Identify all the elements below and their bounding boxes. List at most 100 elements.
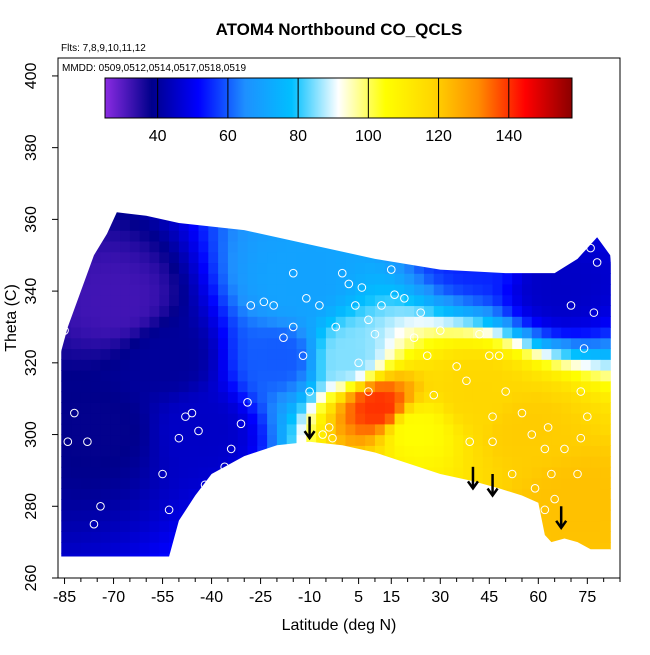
heatmap-cell bbox=[521, 488, 533, 500]
heatmap-cell bbox=[149, 316, 160, 328]
heatmap-cell bbox=[600, 391, 611, 403]
heatmap-cell bbox=[502, 423, 513, 436]
heatmap-cell bbox=[296, 423, 307, 436]
heatmap-cell bbox=[443, 305, 454, 317]
heatmap-cell bbox=[218, 316, 229, 328]
heatmap-cell bbox=[600, 370, 611, 382]
heatmap-cell bbox=[276, 305, 288, 317]
heatmap-cell bbox=[120, 219, 131, 231]
heatmap-cell bbox=[423, 359, 435, 371]
sample-point bbox=[540, 505, 550, 515]
sample-point bbox=[315, 301, 324, 310]
heatmap-cell bbox=[129, 251, 141, 264]
heatmap-cell bbox=[218, 240, 229, 253]
heatmap-cell bbox=[257, 348, 268, 360]
sample-point bbox=[318, 430, 327, 439]
heatmap-cell bbox=[120, 466, 131, 479]
heatmap-cell bbox=[296, 326, 307, 339]
heatmap-cell bbox=[149, 531, 160, 543]
heatmap-cell bbox=[384, 413, 396, 425]
heatmap-cell bbox=[365, 445, 376, 457]
heatmap-cell bbox=[247, 434, 258, 446]
heatmap-cell bbox=[580, 434, 592, 446]
heatmap-cell bbox=[580, 337, 592, 350]
heatmap-cell bbox=[433, 413, 445, 425]
heatmap-cell bbox=[384, 445, 396, 457]
heatmap-cell bbox=[159, 240, 170, 253]
heatmap-cell bbox=[218, 305, 229, 317]
heatmap-cell bbox=[561, 423, 572, 436]
x-tick-label: 5 bbox=[354, 589, 363, 606]
heatmap-cell bbox=[512, 348, 523, 360]
heatmap-cell bbox=[120, 305, 131, 317]
heatmap-cell bbox=[159, 262, 170, 274]
heatmap-cell bbox=[159, 380, 170, 393]
heatmap-cell bbox=[521, 413, 533, 425]
heatmap-cell bbox=[492, 413, 503, 425]
x-tick-label: 60 bbox=[529, 589, 547, 606]
heatmap-cell bbox=[453, 337, 464, 350]
heatmap-cell bbox=[178, 445, 190, 457]
heatmap-cell bbox=[335, 305, 347, 317]
heatmap-cell bbox=[129, 283, 141, 296]
heatmap-cell bbox=[443, 348, 454, 360]
heatmap-cell bbox=[570, 294, 582, 307]
heatmap-cell bbox=[355, 380, 366, 393]
heatmap-cell bbox=[306, 423, 317, 436]
heatmap-cell bbox=[169, 359, 180, 371]
heatmap-cell bbox=[80, 294, 92, 307]
heatmap-cell bbox=[600, 434, 611, 446]
heatmap-cell bbox=[169, 456, 180, 468]
heatmap-cell bbox=[139, 219, 151, 231]
heatmap-cell bbox=[100, 294, 111, 307]
heatmap-cell bbox=[580, 283, 592, 296]
heatmap-cell bbox=[423, 434, 435, 446]
heatmap-cell bbox=[404, 413, 415, 425]
heatmap-cell bbox=[472, 305, 484, 317]
heatmap-cell bbox=[80, 391, 92, 403]
heatmap-cell bbox=[129, 348, 141, 360]
heatmap-cell bbox=[570, 466, 582, 479]
heatmap-cell bbox=[355, 305, 366, 317]
heatmap-cell bbox=[580, 477, 592, 489]
heatmap-cell bbox=[521, 423, 533, 436]
heatmap-cell bbox=[208, 273, 219, 285]
heatmap-cell bbox=[71, 445, 82, 457]
heatmap-cell bbox=[561, 337, 572, 350]
heatmap-cell bbox=[600, 283, 611, 296]
heatmap-cell bbox=[404, 402, 415, 414]
heatmap-cell bbox=[433, 423, 445, 436]
heatmap-cell bbox=[531, 305, 543, 317]
heatmap-cell bbox=[365, 305, 376, 317]
heatmap-cell bbox=[296, 413, 307, 425]
heatmap-cell bbox=[169, 348, 180, 360]
heatmap-cell bbox=[61, 337, 72, 350]
heatmap-cell bbox=[169, 434, 180, 446]
heatmap-cell bbox=[100, 542, 111, 554]
heatmap-cell bbox=[365, 294, 376, 307]
sample-point bbox=[364, 315, 373, 325]
heatmap-cell bbox=[463, 466, 474, 479]
heatmap-cell bbox=[492, 337, 503, 350]
heatmap-cell bbox=[237, 370, 249, 382]
heatmap-cell bbox=[129, 402, 141, 414]
heatmap-cell bbox=[394, 413, 405, 425]
heatmap-cell bbox=[208, 305, 219, 317]
heatmap-cell bbox=[306, 380, 317, 393]
heatmap-cell bbox=[492, 316, 503, 328]
heatmap-cell bbox=[374, 359, 386, 371]
heatmap-cell bbox=[306, 262, 317, 274]
heatmap-cell bbox=[384, 273, 396, 285]
sample-point bbox=[174, 433, 184, 443]
heatmap-cell bbox=[404, 434, 415, 446]
heatmap-cell bbox=[325, 337, 337, 350]
heatmap-cell bbox=[463, 273, 474, 285]
heatmap-cell bbox=[345, 402, 356, 414]
heatmap-cell bbox=[433, 466, 445, 479]
heatmap-cell bbox=[355, 283, 366, 296]
heatmap-cell bbox=[237, 305, 249, 317]
heatmap-cell bbox=[482, 413, 494, 425]
sample-point bbox=[579, 344, 589, 353]
heatmap-cell bbox=[580, 423, 592, 436]
heatmap-cell bbox=[61, 531, 72, 543]
